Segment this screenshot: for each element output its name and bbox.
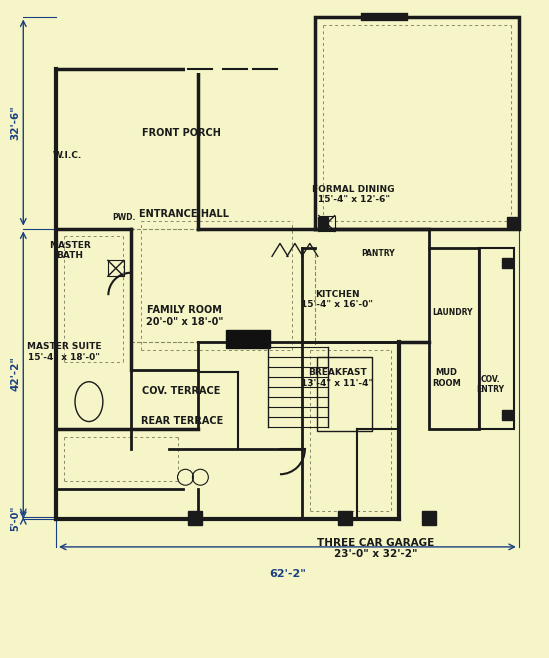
Text: REAR TERRACE: REAR TERRACE	[141, 416, 223, 426]
Text: ENTRANCE HALL: ENTRANCE HALL	[139, 209, 229, 219]
Bar	[502, 409, 512, 420]
Text: PANTRY: PANTRY	[361, 249, 395, 258]
Text: KITCHEN
15'-4" x 16'-0": KITCHEN 15'-4" x 16'-0"	[301, 290, 373, 309]
Bar	[318, 216, 328, 226]
Bar	[188, 511, 203, 525]
Bar	[319, 216, 335, 232]
Text: PWD.: PWD.	[113, 213, 136, 222]
Text: FORMAL DINING
15'-4" x 12'-6": FORMAL DINING 15'-4" x 12'-6"	[312, 185, 395, 205]
Bar	[422, 511, 436, 525]
Text: THREE CAR GARAGE
23'-0" x 32'-2": THREE CAR GARAGE 23'-0" x 32'-2"	[317, 538, 434, 559]
Bar	[317, 357, 372, 432]
Text: 62'-2": 62'-2"	[269, 569, 306, 579]
Text: MASTER
BATH: MASTER BATH	[49, 241, 91, 260]
Text: 32'-6": 32'-6"	[10, 105, 20, 140]
Bar	[429, 249, 479, 430]
Text: 42'-2": 42'-2"	[10, 357, 20, 392]
Text: 5'-0": 5'-0"	[10, 505, 20, 531]
Text: FAMILY ROOM
20'-0" x 18'-0": FAMILY ROOM 20'-0" x 18'-0"	[145, 305, 223, 327]
Bar	[479, 249, 514, 430]
Text: W.I.C.: W.I.C.	[52, 151, 82, 160]
Bar	[226, 330, 270, 348]
Bar	[507, 216, 517, 226]
Bar	[502, 259, 512, 268]
Text: MUD
ROOM: MUD ROOM	[432, 368, 461, 388]
Text: FRONT PORCH: FRONT PORCH	[142, 128, 221, 138]
Text: BREAKFAST
13'-4" x 11'-4": BREAKFAST 13'-4" x 11'-4"	[301, 368, 373, 388]
Text: COV. TERRACE: COV. TERRACE	[142, 386, 221, 396]
Text: LAUNDRY: LAUNDRY	[432, 308, 472, 317]
Bar	[315, 16, 519, 228]
Text: COV.
ENTRY: COV. ENTRY	[477, 375, 505, 394]
Bar	[108, 261, 124, 276]
Bar	[338, 511, 351, 525]
Text: MASTER SUITE
15'-4" x 18'-0": MASTER SUITE 15'-4" x 18'-0"	[27, 342, 102, 362]
